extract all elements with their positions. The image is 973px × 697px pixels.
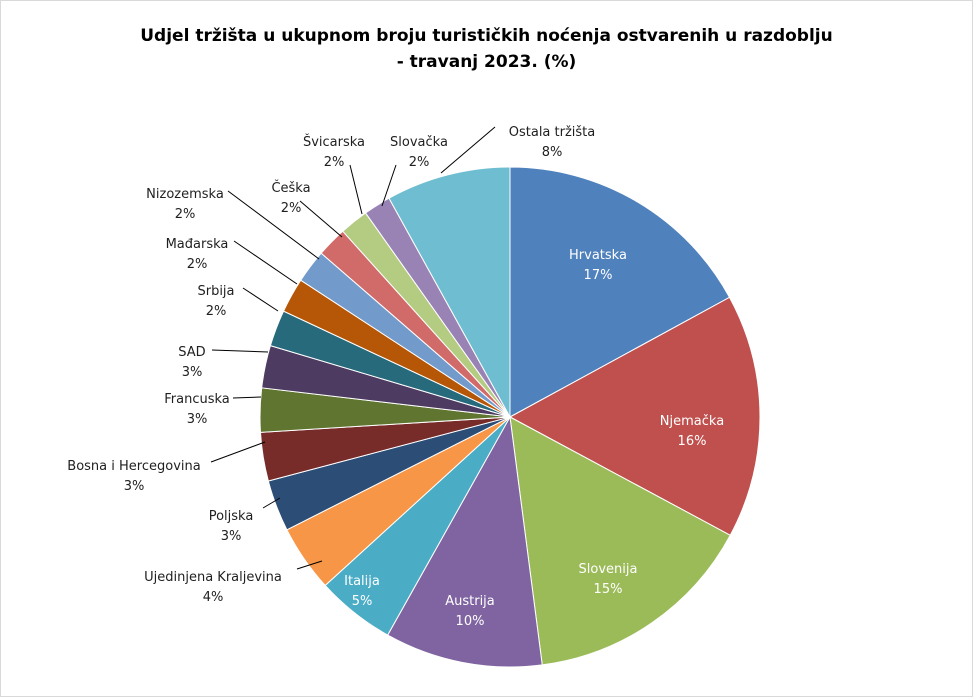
- slice-label-name-14: Češka: [271, 180, 310, 196]
- leader-line-7: [262, 497, 281, 509]
- slice-label-name-2: Njemačka: [660, 414, 724, 429]
- slice-label-value-1: 17%: [584, 268, 613, 283]
- slice-label-name-8: Bosna i Hercegovina: [67, 459, 200, 474]
- slice-label-name-6: Ujedinjena Kraljevina: [144, 570, 282, 585]
- slice-label-value-16: 2%: [409, 155, 430, 170]
- slice-label-value-4: 10%: [456, 614, 485, 629]
- slice-label-value-15: 2%: [324, 155, 345, 170]
- slice-label-value-9: 3%: [187, 412, 208, 427]
- slice-label-value-7: 3%: [221, 529, 242, 544]
- slice-label-value-3: 15%: [594, 582, 623, 597]
- pie-slice-2: [508, 296, 761, 536]
- slice-label-value-17: 8%: [542, 145, 563, 160]
- leader-line-8: [210, 441, 266, 463]
- leader-line-11: [242, 287, 279, 312]
- slice-label-name-4: Austrija: [445, 594, 495, 609]
- slice-label-name-3: Slovenija: [579, 562, 638, 577]
- slice-label-name-12: Mađarska: [166, 237, 229, 252]
- slice-label-value-2: 16%: [678, 434, 707, 449]
- slice-label-name-15: Švicarska: [303, 134, 365, 150]
- slice-label-value-11: 2%: [206, 304, 227, 319]
- slice-label-name-10: SAD: [178, 345, 205, 360]
- slice-label-name-9: Francuska: [164, 392, 230, 407]
- pie-slice-4: [386, 415, 543, 668]
- slice-label-name-17: Ostala tržišta: [509, 125, 596, 140]
- pie-slice-1: [509, 166, 731, 418]
- slice-label-value-5: 5%: [352, 594, 373, 609]
- leader-line-16: [381, 164, 397, 207]
- slice-label-value-8: 3%: [124, 479, 145, 494]
- pie-slice-3: [509, 416, 731, 666]
- slice-label-value-13: 2%: [175, 207, 196, 222]
- slice-label-value-10: 3%: [182, 365, 203, 380]
- leader-line-14: [299, 200, 343, 238]
- chart-title: Udjel tržišta u ukupnom broju turistički…: [1, 23, 972, 75]
- chart-title-line-1: Udjel tržišta u ukupnom broju turistički…: [140, 26, 833, 46]
- leader-line-12: [233, 240, 298, 285]
- slice-label-name-11: Srbija: [197, 284, 234, 299]
- slice-label-name-7: Poljska: [209, 509, 254, 524]
- leader-line-15: [349, 164, 363, 215]
- slice-label-name-5: Italija: [344, 574, 380, 589]
- slice-label-name-1: Hrvatska: [569, 248, 627, 263]
- slice-label-name-16: Slovačka: [390, 135, 448, 150]
- chart-title-line-2: - travanj 2023. (%): [396, 52, 577, 72]
- slice-label-value-14: 2%: [281, 201, 302, 216]
- leader-line-9: [232, 396, 262, 399]
- slice-label-value-12: 2%: [187, 257, 208, 272]
- leader-line-13: [227, 190, 320, 260]
- slice-label-name-13: Nizozemska: [146, 187, 224, 202]
- leader-line-6: [296, 560, 323, 570]
- leader-line-17: [440, 126, 496, 174]
- pie-slice-17: [388, 166, 511, 418]
- slice-label-value-6: 4%: [203, 590, 224, 605]
- leader-line-10: [211, 349, 269, 353]
